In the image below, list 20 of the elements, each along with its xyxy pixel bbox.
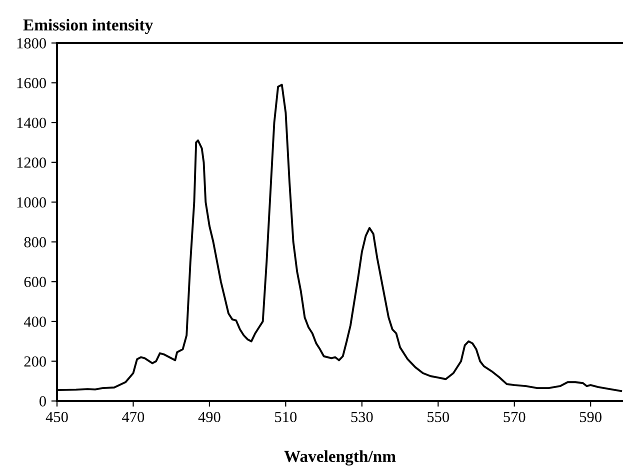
y-tick-label: 0: [40, 396, 46, 406]
y-tick-label: 1000: [17, 197, 46, 208]
x-tick-label: 490: [198, 412, 220, 422]
x-tick-label: 510: [275, 412, 297, 422]
x-tick-label: 530: [351, 412, 373, 422]
y-tick-label: 200: [24, 356, 46, 367]
x-axis-title: Wavelength/nm: [284, 450, 396, 466]
y-tick-label: 1800: [17, 38, 46, 48]
x-tick-label: 470: [122, 412, 144, 422]
x-tick-label: 590: [580, 412, 602, 422]
x-tick-label: 450: [46, 412, 68, 422]
x-tick-label: 550: [428, 412, 450, 422]
y-tick-label: 600: [24, 276, 46, 288]
y-axis-title: Emission intensity: [23, 18, 153, 34]
x-tick-label: 570: [504, 412, 526, 422]
y-tick-label: 1200: [17, 157, 46, 168]
y-tick-label: 1400: [17, 118, 46, 128]
y-tick-label: 800: [24, 237, 46, 248]
y-tick-label: 1600: [17, 78, 46, 88]
y-tick-label: 400: [24, 316, 46, 327]
